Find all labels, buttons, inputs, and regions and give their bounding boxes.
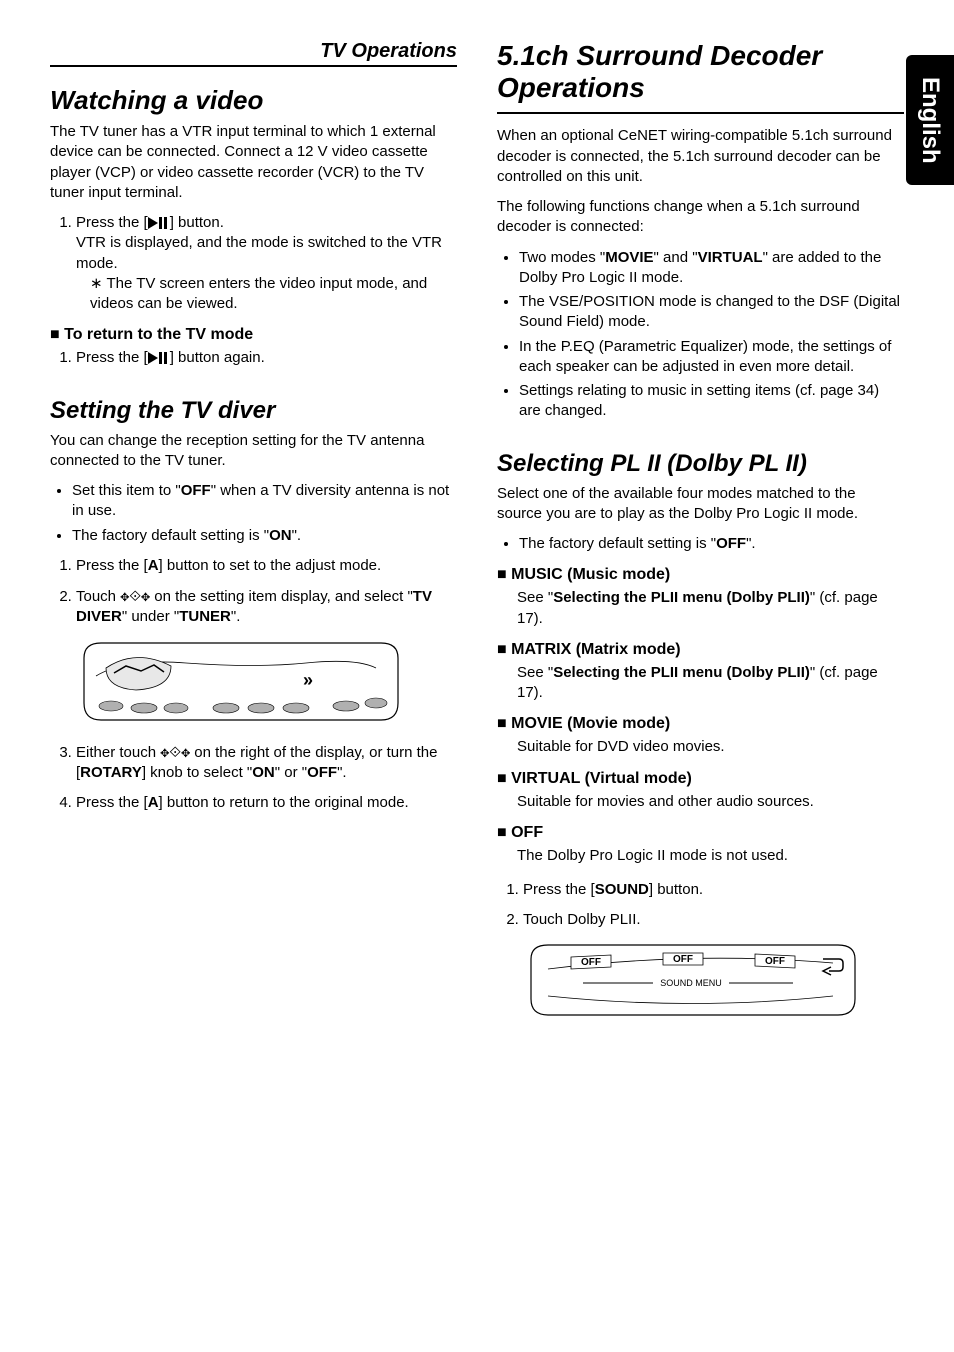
rule bbox=[497, 112, 904, 114]
surround-intro1: When an optional CeNET wiring-compatible… bbox=[497, 126, 904, 187]
t: ". bbox=[337, 764, 347, 781]
return-step1: Press the [ ] button again. bbox=[76, 348, 457, 368]
t: ". bbox=[746, 535, 756, 552]
heading-pl2: Selecting PL II (Dolby PL II) bbox=[497, 450, 904, 478]
step-note: ∗ The TV screen enters the video input m… bbox=[90, 274, 457, 315]
right-column: 5.1ch Surround Decoder Operations When a… bbox=[497, 40, 904, 1035]
svg-text:OFF: OFF bbox=[581, 957, 601, 968]
t: ON bbox=[252, 764, 275, 781]
diver-bullet-1: Set this item to "OFF" when a TV diversi… bbox=[72, 481, 457, 522]
matrix-body: See "Selecting the PLII menu (Dolby PLII… bbox=[517, 663, 904, 704]
diver-step4: Press the [A] button to return to the or… bbox=[76, 793, 457, 813]
off-body: The Dolby Pro Logic II mode is not used. bbox=[517, 846, 904, 866]
pl2-intro: Select one of the available four modes m… bbox=[497, 484, 904, 525]
t: ". bbox=[292, 527, 302, 544]
subhead-return-tv: To return to the TV mode bbox=[50, 326, 457, 344]
t: See " bbox=[517, 664, 553, 681]
svg-text:SOUND MENU: SOUND MENU bbox=[660, 978, 722, 988]
t: The factory default setting is " bbox=[72, 527, 269, 544]
surround-intro2: The following functions change when a 5.… bbox=[497, 197, 904, 238]
diver-bullet-2: The factory default setting is "ON". bbox=[72, 526, 457, 546]
t: ] button to set to the adjust mode. bbox=[159, 557, 382, 574]
play-pause-icon bbox=[148, 217, 170, 229]
sound-menu-display: OFF OFF OFF SOUND MENU bbox=[523, 941, 904, 1021]
surround-b1: Two modes "MOVIE" and "VIRTUAL" are adde… bbox=[519, 248, 904, 289]
t: Selecting the PLII menu (Dolby PLII) bbox=[553, 664, 810, 681]
t: OFF bbox=[307, 764, 337, 781]
subhead-music: MUSIC (Music mode) bbox=[497, 566, 904, 584]
step-text: Press the [ bbox=[76, 349, 148, 366]
t: Press the [ bbox=[523, 881, 595, 898]
subhead-virtual: VIRTUAL (Virtual mode) bbox=[497, 770, 904, 788]
subhead-off: OFF bbox=[497, 824, 904, 842]
t: See " bbox=[517, 589, 553, 606]
subhead-matrix: MATRIX (Matrix mode) bbox=[497, 641, 904, 659]
svg-text:OFF: OFF bbox=[765, 956, 785, 967]
watch-step1: Press the [ ] button. VTR is displayed, a… bbox=[76, 213, 457, 314]
pl2-step1: Press the [SOUND] button. bbox=[523, 880, 904, 900]
t: ] button to return to the original mode. bbox=[159, 794, 409, 811]
t: Set this item to " bbox=[72, 482, 181, 499]
t: Either touch bbox=[76, 744, 160, 761]
step-text: ] button. bbox=[170, 214, 224, 231]
t: OFF bbox=[181, 482, 211, 499]
t: " under " bbox=[122, 608, 179, 625]
left-column: TV Operations Watching a video The TV tu… bbox=[50, 40, 457, 1035]
t: A bbox=[148, 794, 159, 811]
t: ON bbox=[269, 527, 292, 544]
pl2-step2: Touch Dolby PLII. bbox=[523, 910, 904, 930]
diver-intro: You can change the reception setting for… bbox=[50, 431, 457, 472]
diver-step3: Either touch ✥⟐✥ on the right of the dis… bbox=[76, 742, 457, 784]
t: ] knob to select " bbox=[142, 764, 252, 781]
t: Touch bbox=[76, 588, 120, 605]
t: Two modes " bbox=[519, 249, 605, 266]
subhead-movie: MOVIE (Movie mode) bbox=[497, 715, 904, 733]
diver-step2: Touch ✥⟐✥ on the setting item display, a… bbox=[76, 586, 457, 628]
t: Press the [ bbox=[76, 557, 148, 574]
t: The factory default setting is " bbox=[519, 535, 716, 552]
t: " or " bbox=[275, 764, 307, 781]
surround-b2: The VSE/POSITION mode is changed to the … bbox=[519, 292, 904, 333]
heading-tv-diver: Setting the TV diver bbox=[50, 397, 457, 425]
heading-watching-video: Watching a video bbox=[50, 85, 457, 116]
t: TUNER bbox=[179, 608, 231, 625]
t: MOVIE bbox=[605, 249, 653, 266]
svg-text:OFF: OFF bbox=[673, 954, 693, 965]
diver-step1: Press the [A] button to set to the adjus… bbox=[76, 556, 457, 576]
pl2-factory-default: The factory default setting is "OFF". bbox=[519, 534, 904, 554]
movie-body: Suitable for DVD video movies. bbox=[517, 737, 904, 757]
step-cont: VTR is displayed, and the mode is switch… bbox=[76, 233, 457, 274]
surround-b4: Settings relating to music in setting it… bbox=[519, 381, 904, 422]
diver-display: » bbox=[76, 638, 457, 728]
section-header-tv: TV Operations bbox=[50, 40, 457, 67]
touch-icons: ✥⟐✥ bbox=[120, 587, 150, 605]
play-pause-icon bbox=[148, 352, 170, 364]
t: " and " bbox=[654, 249, 698, 266]
watch-intro: The TV tuner has a VTR input terminal to… bbox=[50, 122, 457, 203]
t: OFF bbox=[716, 535, 746, 552]
t: ] button. bbox=[649, 881, 703, 898]
language-tab: English bbox=[906, 55, 954, 185]
svg-text:»: » bbox=[303, 670, 313, 690]
t: Selecting the PLII menu (Dolby PLII) bbox=[553, 589, 810, 606]
t: on the setting item display, and select … bbox=[150, 588, 413, 605]
t: ROTARY bbox=[80, 764, 142, 781]
step-text: ] button again. bbox=[170, 349, 265, 366]
t: A bbox=[148, 557, 159, 574]
t: VIRTUAL bbox=[698, 249, 763, 266]
t: Press the [ bbox=[76, 794, 148, 811]
music-body: See "Selecting the PLII menu (Dolby PLII… bbox=[517, 588, 904, 629]
heading-surround: 5.1ch Surround Decoder Operations bbox=[497, 40, 904, 104]
t: ". bbox=[231, 608, 241, 625]
t: SOUND bbox=[595, 881, 649, 898]
touch-icons: ✥⟐✥ bbox=[160, 743, 190, 761]
virtual-body: Suitable for movies and other audio sour… bbox=[517, 792, 904, 812]
step-text: Press the [ bbox=[76, 214, 148, 231]
surround-b3: In the P.EQ (Parametric Equalizer) mode,… bbox=[519, 337, 904, 378]
